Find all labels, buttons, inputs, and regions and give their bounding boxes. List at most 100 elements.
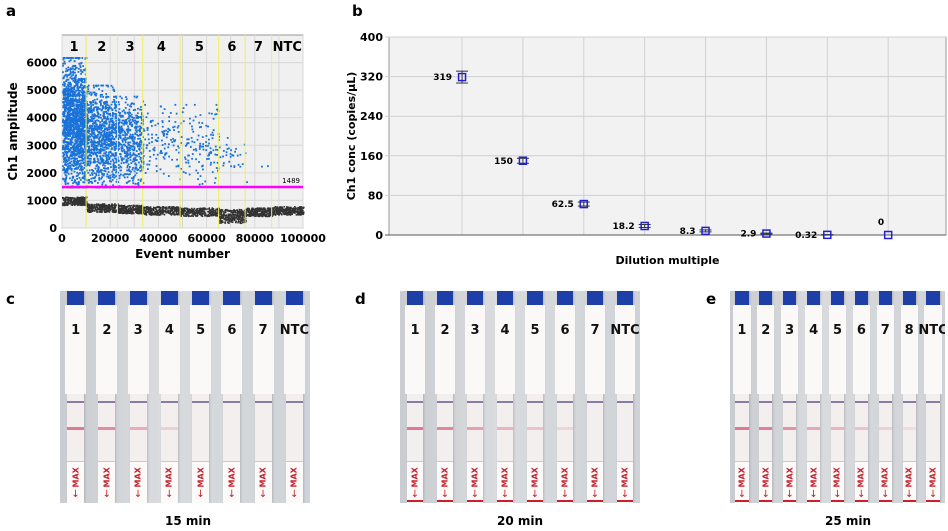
positive-droplet: [80, 107, 83, 110]
positive-droplet: [73, 150, 76, 153]
positive-droplet: [143, 129, 146, 132]
positive-droplet: [171, 158, 174, 161]
negative-droplet: [155, 208, 157, 211]
positive-droplet: [121, 150, 124, 153]
negative-droplet: [90, 206, 93, 209]
positive-droplet: [69, 85, 71, 88]
positive-droplet: [107, 151, 110, 154]
positive-droplet: [153, 149, 156, 152]
positive-droplet: [63, 90, 66, 92]
positive-droplet: [83, 94, 86, 97]
negative-droplet: [163, 210, 165, 213]
y-tick-label: 1000: [26, 194, 57, 207]
negative-droplet: [199, 208, 202, 211]
positive-droplet: [137, 134, 139, 137]
positive-droplet: [99, 162, 101, 165]
positive-droplet: [74, 119, 77, 122]
negative-droplet: [212, 208, 215, 210]
positive-droplet: [118, 174, 121, 177]
negative-droplet: [242, 221, 244, 224]
positive-droplet: [148, 163, 151, 166]
positive-droplet: [80, 116, 83, 118]
positive-droplet: [83, 123, 86, 125]
positive-droplet: [72, 108, 75, 111]
negative-droplet: [158, 209, 161, 211]
positive-droplet: [74, 153, 77, 156]
positive-droplet: [78, 163, 81, 165]
positive-droplet: [121, 128, 124, 131]
positive-droplet: [122, 134, 124, 136]
positive-droplet: [81, 119, 84, 122]
positive-droplet: [110, 142, 113, 145]
negative-droplet: [125, 207, 127, 209]
positive-droplet: [103, 130, 106, 133]
positive-droplet: [180, 136, 183, 138]
positive-droplet: [64, 62, 66, 65]
negative-droplet: [66, 196, 69, 199]
positive-droplet: [98, 140, 101, 143]
positive-droplet: [218, 135, 221, 138]
negative-droplet: [152, 208, 155, 211]
positive-droplet: [74, 71, 76, 74]
positive-droplet: [69, 130, 71, 133]
negative-droplet: [113, 211, 115, 214]
positive-droplet: [62, 101, 65, 103]
positive-droplet: [217, 169, 219, 172]
positive-droplet: [83, 86, 86, 88]
positive-droplet: [218, 146, 221, 149]
positive-droplet: [110, 144, 113, 146]
negative-droplet: [118, 204, 121, 207]
positive-droplet: [72, 125, 75, 127]
positive-droplet: [135, 172, 138, 175]
negative-droplet: [94, 203, 96, 206]
positive-droplet: [96, 170, 99, 173]
positive-droplet: [76, 104, 79, 107]
negative-droplet: [117, 204, 119, 207]
positive-droplet: [135, 96, 138, 99]
negative-droplet: [161, 211, 164, 213]
positive-droplet: [65, 154, 68, 157]
positive-droplet: [199, 144, 201, 147]
negative-droplet: [138, 206, 141, 208]
positive-droplet: [103, 152, 106, 155]
positive-droplet: [80, 128, 82, 131]
negative-droplet: [224, 222, 226, 224]
positive-droplet: [104, 133, 107, 136]
positive-droplet: [106, 106, 109, 109]
positive-droplet: [120, 127, 123, 129]
positive-droplet: [94, 146, 97, 149]
negative-droplet: [112, 209, 114, 211]
positive-droplet: [121, 130, 123, 132]
positive-droplet: [149, 155, 152, 158]
positive-droplet: [107, 135, 109, 137]
positive-droplet: [62, 178, 65, 181]
negative-droplet: [111, 206, 113, 209]
positive-droplet: [65, 144, 68, 147]
positive-droplet: [193, 141, 196, 144]
positive-droplet: [87, 171, 90, 174]
positive-droplet: [123, 123, 125, 126]
negative-droplet: [178, 214, 180, 216]
positive-droplet: [91, 109, 93, 112]
negative-droplet: [137, 209, 139, 211]
positive-droplet: [214, 153, 217, 156]
positive-droplet: [73, 170, 76, 173]
negative-droplet: [199, 212, 202, 214]
positive-droplet: [74, 113, 77, 116]
positive-droplet: [174, 139, 177, 141]
positive-droplet: [69, 155, 72, 158]
positive-droplet: [105, 134, 108, 137]
positive-droplet: [101, 127, 104, 130]
positive-droplet: [76, 110, 78, 113]
positive-droplet: [76, 111, 79, 114]
positive-droplet: [98, 138, 100, 141]
negative-droplet: [229, 214, 231, 217]
positive-droplet: [121, 147, 124, 150]
negative-droplet: [161, 212, 164, 214]
negative-droplet: [191, 214, 194, 217]
positive-droplet: [124, 155, 127, 158]
negative-droplet: [195, 208, 198, 211]
positive-droplet: [73, 78, 76, 81]
negative-droplet: [186, 208, 189, 210]
negative-droplet: [239, 222, 242, 225]
